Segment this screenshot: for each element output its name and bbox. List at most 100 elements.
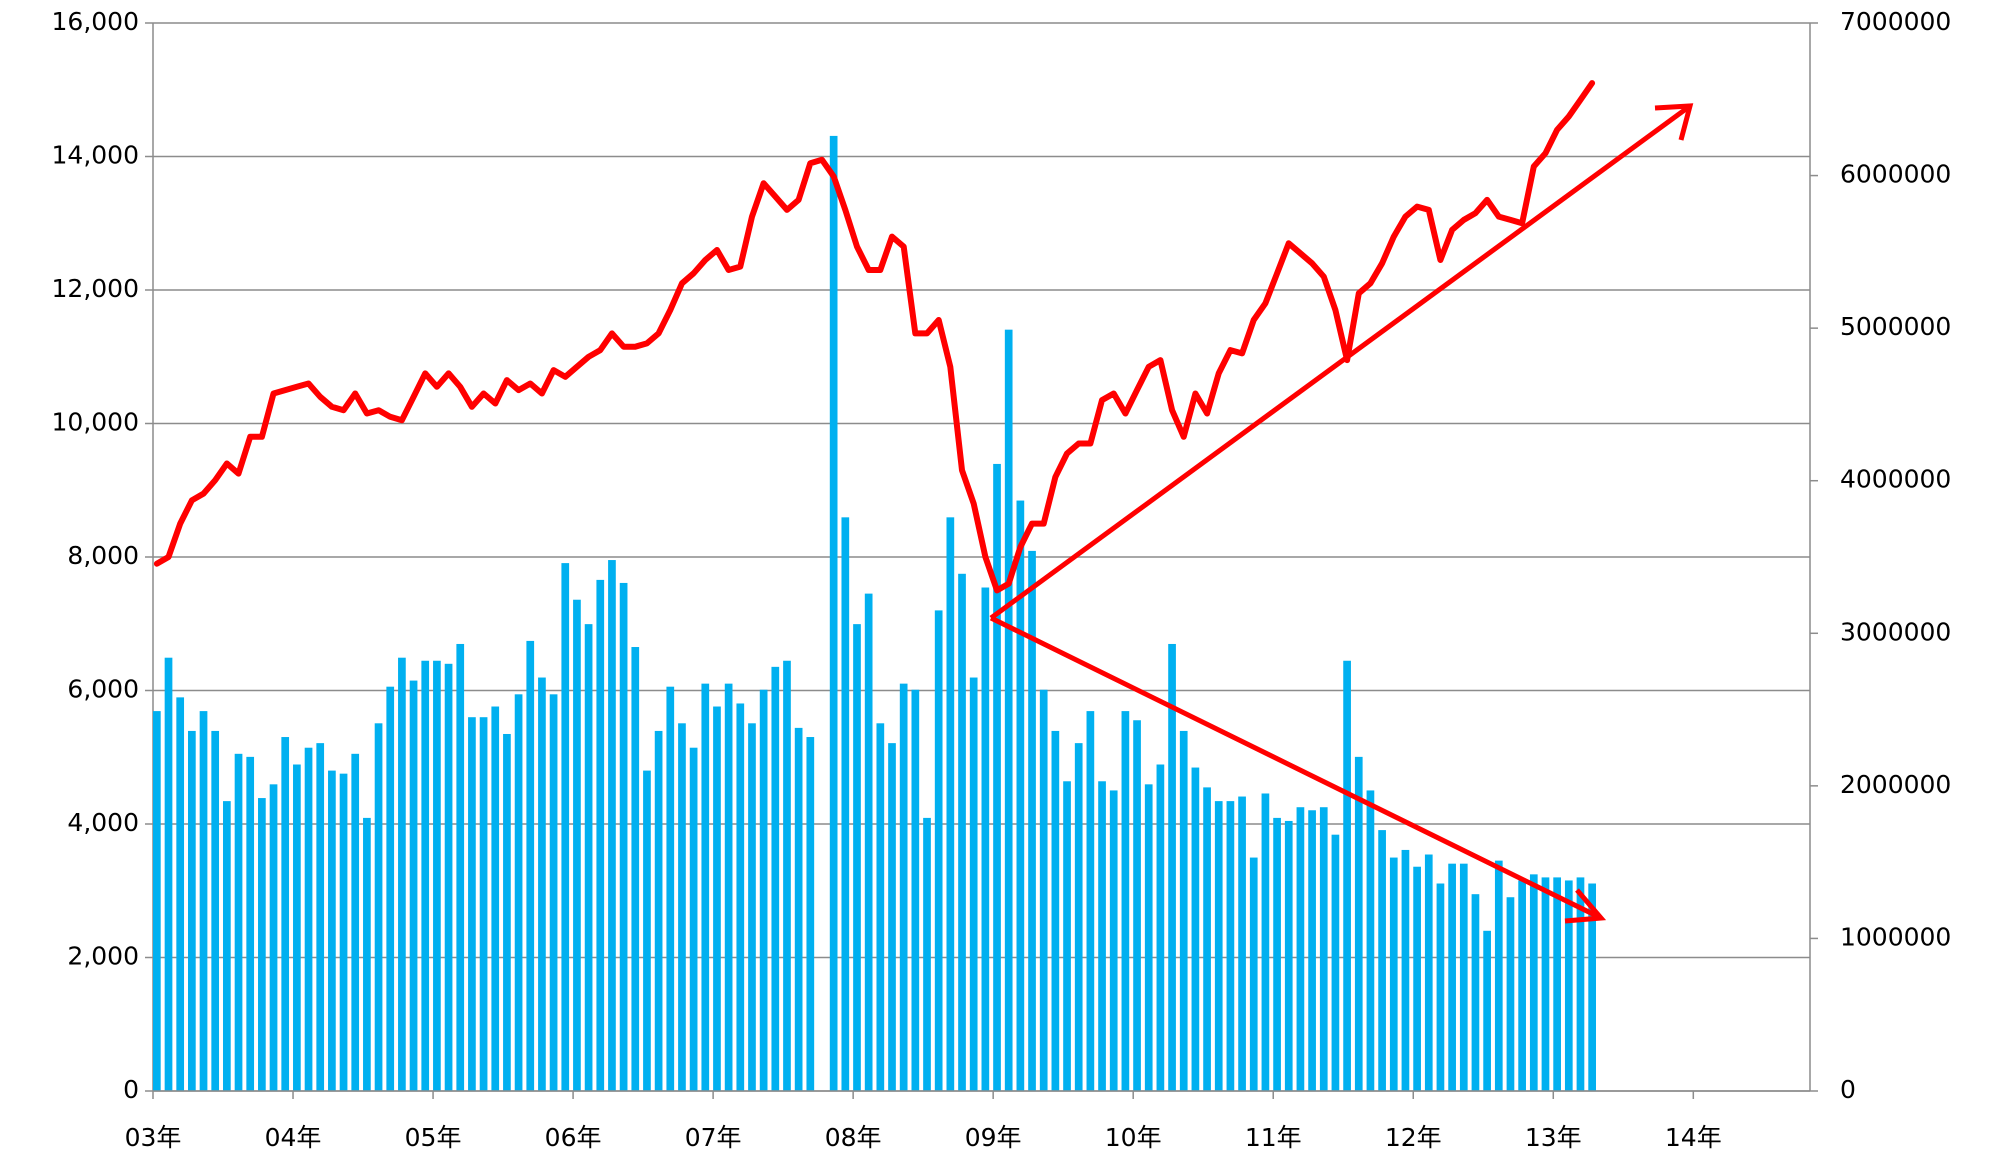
bar bbox=[1063, 781, 1071, 1091]
bar bbox=[1448, 863, 1456, 1091]
bar bbox=[1273, 817, 1281, 1091]
bar bbox=[1226, 801, 1235, 1091]
bar bbox=[841, 517, 850, 1091]
bar bbox=[503, 733, 511, 1091]
bar bbox=[269, 784, 278, 1091]
x-tick-label: 03年 bbox=[125, 1123, 182, 1152]
bar bbox=[958, 573, 966, 1091]
bar bbox=[1238, 796, 1246, 1091]
bar bbox=[1098, 781, 1106, 1091]
bar bbox=[783, 660, 791, 1091]
bar bbox=[724, 683, 733, 1091]
y-tick-label: 8,000 bbox=[67, 541, 139, 570]
bar bbox=[713, 706, 721, 1091]
bar bbox=[759, 689, 768, 1091]
bar bbox=[1039, 689, 1048, 1091]
bar bbox=[678, 723, 686, 1091]
bar bbox=[608, 560, 616, 1091]
bar bbox=[923, 817, 931, 1091]
bar bbox=[829, 135, 838, 1092]
bar bbox=[771, 666, 780, 1091]
bar bbox=[176, 697, 185, 1091]
y-tick-label: 12,000 bbox=[52, 274, 139, 303]
y2-tick-label: 3000000 bbox=[1840, 617, 1951, 646]
bar bbox=[1319, 807, 1328, 1091]
y2-tick-label: 5000000 bbox=[1840, 312, 1951, 341]
bar bbox=[1016, 500, 1025, 1091]
bar bbox=[1483, 930, 1491, 1091]
bar bbox=[573, 599, 581, 1091]
bar bbox=[1133, 720, 1141, 1091]
bar bbox=[363, 817, 371, 1091]
y2-tick-label: 2000000 bbox=[1840, 770, 1951, 799]
bar bbox=[631, 647, 640, 1091]
bar bbox=[1424, 854, 1433, 1091]
bar bbox=[444, 663, 453, 1091]
x-tick-label: 05年 bbox=[405, 1123, 462, 1152]
bar bbox=[421, 660, 430, 1091]
bar bbox=[1214, 801, 1223, 1091]
bar bbox=[911, 689, 920, 1091]
bar bbox=[806, 737, 815, 1091]
bar bbox=[934, 610, 943, 1091]
bar bbox=[1389, 857, 1398, 1091]
bar bbox=[316, 743, 325, 1091]
bar bbox=[491, 706, 500, 1091]
y-tick-label: 16,000 bbox=[52, 7, 139, 36]
bar bbox=[1576, 877, 1585, 1091]
bar bbox=[946, 517, 955, 1091]
bar bbox=[619, 582, 628, 1091]
x-tick-label: 09年 bbox=[965, 1123, 1022, 1152]
bar bbox=[1249, 857, 1258, 1091]
down-arrow bbox=[989, 615, 1603, 921]
bar bbox=[561, 563, 570, 1091]
bar bbox=[1121, 711, 1130, 1091]
y-tick-label: 4,000 bbox=[67, 808, 139, 837]
bar bbox=[526, 640, 535, 1091]
bar bbox=[479, 717, 488, 1091]
bar bbox=[876, 723, 885, 1091]
bar bbox=[1203, 787, 1211, 1091]
bar bbox=[1529, 874, 1538, 1091]
bar bbox=[386, 686, 395, 1091]
bar bbox=[514, 694, 523, 1091]
bar bbox=[993, 463, 1001, 1092]
bar bbox=[1156, 764, 1165, 1091]
y-tick-label: 14,000 bbox=[52, 141, 139, 170]
bar bbox=[293, 764, 301, 1091]
bar bbox=[538, 677, 546, 1091]
bar bbox=[1366, 790, 1375, 1091]
y2-tick-label: 1000000 bbox=[1840, 922, 1951, 951]
bar bbox=[689, 747, 698, 1091]
bar bbox=[1506, 897, 1515, 1091]
x-tick-label: 08年 bbox=[825, 1123, 882, 1152]
x-tick-label: 10年 bbox=[1105, 1123, 1162, 1152]
bar bbox=[584, 624, 593, 1091]
bar bbox=[1354, 756, 1363, 1091]
bar bbox=[1378, 830, 1386, 1091]
bar bbox=[1331, 834, 1340, 1091]
bar bbox=[1541, 877, 1550, 1091]
bar bbox=[969, 677, 978, 1091]
bar bbox=[748, 723, 756, 1091]
bar bbox=[351, 753, 360, 1091]
bar bbox=[409, 680, 418, 1091]
bar bbox=[1588, 883, 1596, 1091]
annotation-arrows bbox=[989, 103, 1694, 924]
bar bbox=[1296, 807, 1305, 1091]
bar bbox=[888, 743, 896, 1091]
bar bbox=[1179, 730, 1188, 1091]
bar bbox=[258, 798, 266, 1091]
bar bbox=[1144, 784, 1153, 1091]
up-arrow-head bbox=[1654, 103, 1694, 141]
bar bbox=[1413, 866, 1421, 1091]
x-tick-label: 13年 bbox=[1525, 1123, 1582, 1152]
bar bbox=[666, 686, 675, 1091]
bar bbox=[1109, 790, 1118, 1091]
bar bbox=[281, 737, 290, 1091]
bar bbox=[1308, 810, 1316, 1091]
bar bbox=[701, 683, 710, 1091]
bar bbox=[1191, 767, 1200, 1091]
